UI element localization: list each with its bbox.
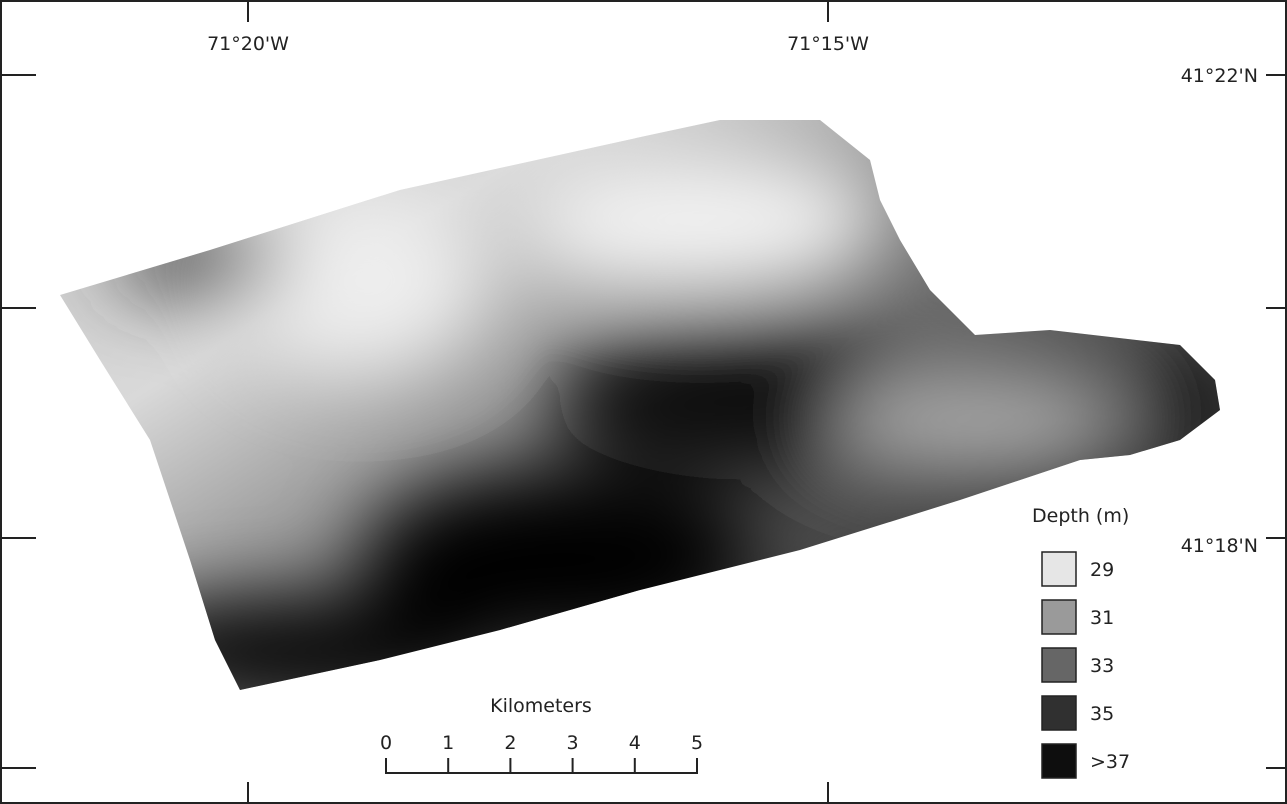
scale-tick-label: 0 bbox=[380, 732, 392, 754]
legend-swatch bbox=[1042, 552, 1076, 586]
scale-tick-label: 1 bbox=[442, 732, 454, 754]
scale-tick-label: 2 bbox=[504, 732, 516, 754]
map: 71°20'W 71°15'W 41°22'N 41°18'N Depth (m… bbox=[0, 0, 1287, 804]
legend-title: Depth (m) bbox=[1032, 505, 1129, 527]
legend-label: 31 bbox=[1090, 607, 1114, 629]
legend-swatch bbox=[1042, 744, 1076, 778]
scale-bar: 0 1 2 3 4 5 bbox=[380, 732, 703, 774]
latitude-label: 41°18'N bbox=[1181, 535, 1258, 557]
legend-swatch bbox=[1042, 648, 1076, 682]
legend-label: >37 bbox=[1090, 751, 1130, 773]
bathymetry bbox=[0, 0, 1287, 804]
legend-label: 33 bbox=[1090, 655, 1114, 677]
scale-tick-label: 3 bbox=[567, 732, 579, 754]
scale-title: Kilometers bbox=[490, 695, 592, 717]
longitude-label: 71°20'W bbox=[207, 33, 289, 55]
scale-tick-label: 5 bbox=[691, 732, 703, 754]
scale-tick-label: 4 bbox=[629, 732, 641, 754]
legend-label: 35 bbox=[1090, 703, 1114, 725]
legend-swatch bbox=[1042, 600, 1076, 634]
legend-swatch bbox=[1042, 696, 1076, 730]
longitude-label: 71°15'W bbox=[787, 33, 869, 55]
latitude-label: 41°22'N bbox=[1181, 65, 1258, 87]
legend-label: 29 bbox=[1090, 559, 1114, 581]
legend: 29 31 33 35 >37 bbox=[1042, 552, 1130, 778]
